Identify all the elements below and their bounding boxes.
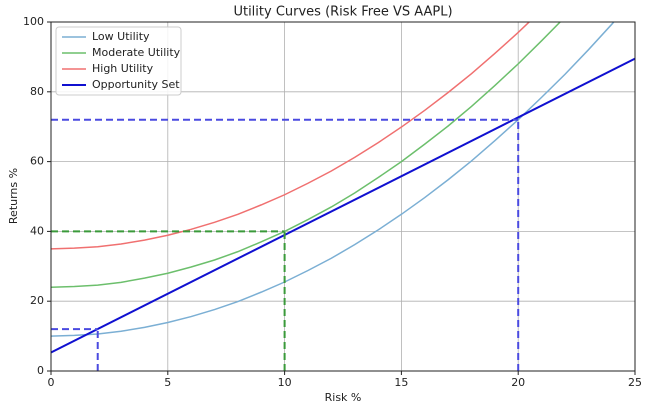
- y-tick-label: 40: [30, 224, 44, 237]
- y-tick-label: 0: [37, 364, 44, 377]
- plot-area: [51, 22, 635, 354]
- x-tick-label: 15: [394, 376, 408, 389]
- x-tick-label: 25: [628, 376, 642, 389]
- x-tick-label: 5: [164, 376, 171, 389]
- y-tick-label: 60: [30, 155, 44, 168]
- y-tick-label: 20: [30, 294, 44, 307]
- x-tick-label: 0: [48, 376, 55, 389]
- x-axis-label: Risk %: [325, 391, 362, 404]
- series-line: [51, 22, 531, 250]
- y-tick-label: 100: [23, 15, 44, 28]
- x-tick-label: 10: [278, 376, 292, 389]
- series-line: [51, 22, 615, 337]
- legend-label: High Utility: [92, 62, 154, 75]
- x-tick-label: 20: [511, 376, 525, 389]
- series-line: [51, 57, 635, 354]
- legend-label: Moderate Utility: [92, 46, 181, 59]
- chart-title: Utility Curves (Risk Free VS AAPL): [233, 5, 452, 20]
- legend-box: [55, 26, 182, 96]
- series-line: [51, 22, 562, 288]
- plot-frame: [50, 21, 636, 372]
- legend-label: Opportunity Set: [92, 78, 180, 91]
- y-tick-label: 80: [30, 85, 44, 98]
- y-axis-label: Returns %: [7, 168, 20, 224]
- legend-label: Low Utility: [92, 30, 150, 43]
